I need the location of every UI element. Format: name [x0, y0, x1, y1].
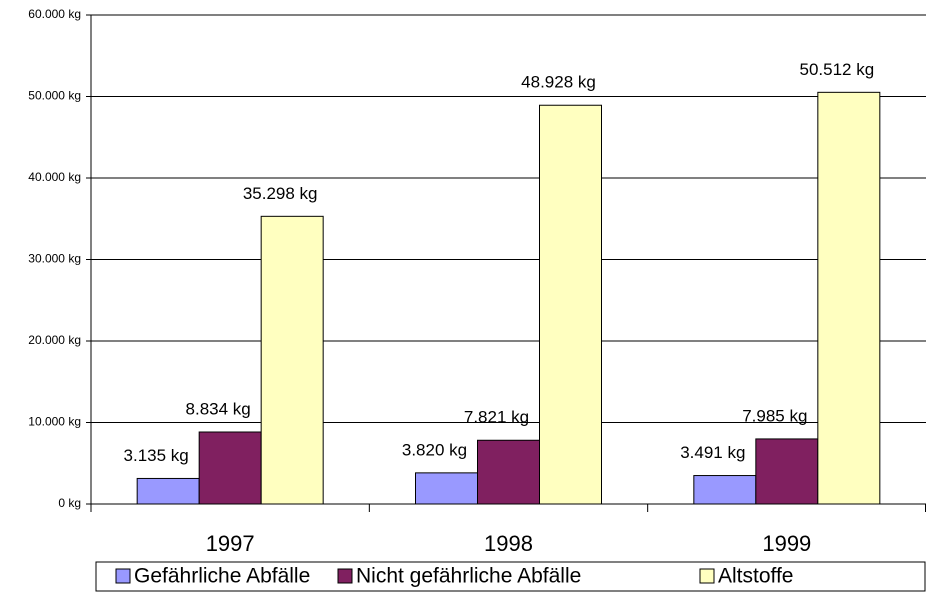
- value-label: 3.491 kg: [680, 443, 745, 462]
- bar: [755, 438, 819, 505]
- value-label: 8.834 kg: [186, 399, 251, 418]
- bar: [693, 475, 757, 505]
- value-label: 48.928 kg: [521, 73, 596, 92]
- value-label: 7.985 kg: [742, 406, 807, 425]
- legend-swatch: [115, 568, 131, 584]
- y-tick-label: 40.000 kg: [28, 170, 81, 184]
- legend-swatch: [699, 568, 715, 584]
- bar: [260, 215, 324, 505]
- y-tick-label: 50.000 kg: [28, 89, 81, 103]
- bar: [198, 431, 262, 505]
- y-tick-label: 10.000 kg: [28, 415, 81, 429]
- value-label: 35.298 kg: [243, 184, 318, 203]
- bar: [136, 477, 200, 505]
- y-tick-label: 20.000 kg: [28, 333, 81, 347]
- bar: [817, 91, 881, 505]
- value-label: 3.820 kg: [402, 440, 467, 459]
- x-tick-label: 1999: [762, 531, 811, 556]
- bar: [477, 439, 540, 505]
- legend-label: Nicht gefährliche Abfälle: [356, 565, 581, 588]
- bar: [539, 104, 602, 505]
- bar: [415, 472, 478, 505]
- legend-box: [95, 561, 926, 592]
- legend-swatch: [337, 568, 353, 584]
- x-tick-label: 1997: [206, 531, 255, 556]
- y-tick-label: 60.000 kg: [28, 7, 81, 21]
- value-label: 7.821 kg: [464, 408, 529, 427]
- legend-label: Altstoffe: [718, 565, 794, 588]
- y-tick-label: 0 kg: [58, 496, 81, 510]
- x-tick-label: 1998: [484, 531, 533, 556]
- value-label: 3.135 kg: [124, 446, 189, 465]
- y-tick-label: 30.000 kg: [28, 252, 81, 266]
- value-label: 50.512 kg: [799, 60, 874, 79]
- legend-label: Gefährliche Abfälle: [134, 565, 310, 588]
